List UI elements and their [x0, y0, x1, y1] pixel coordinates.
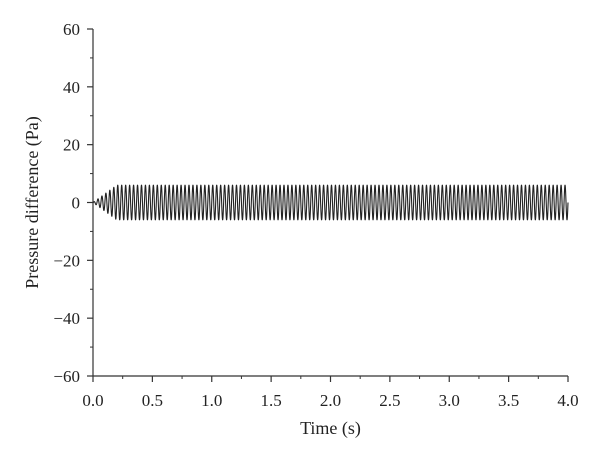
- x-tick-label: 3.5: [498, 391, 519, 410]
- series-group: [92, 184, 569, 221]
- x-tick-label: 2.0: [320, 391, 341, 410]
- tick-labels: 60 40 20 0 −20 −40 −600.0 0.5 1.0 1.5 2.0 2.5 3.0 3.5…: [53, 20, 578, 410]
- y-axis-label: Pressure difference (Pa): [22, 116, 43, 289]
- y-tick-label: −20: [53, 251, 80, 270]
- y-tick-label: 40: [63, 78, 80, 97]
- axes: [87, 28, 569, 382]
- x-tick-label: 1.0: [201, 391, 222, 410]
- x-tick-label: 1.5: [261, 391, 282, 410]
- y-tick-label: 20: [63, 136, 80, 155]
- y-tick-label: −40: [53, 309, 80, 328]
- x-tick-label: 0.0: [82, 391, 103, 410]
- x-tick-label: 3.0: [439, 391, 460, 410]
- y-tick-label: 60: [63, 20, 80, 39]
- x-axis-label: Time (s): [300, 418, 361, 439]
- series-line-0: [92, 184, 569, 221]
- x-tick-label: 0.5: [142, 391, 163, 410]
- y-tick-label: 0: [72, 194, 81, 213]
- x-tick-label: 4.0: [557, 391, 578, 410]
- y-tick-label: −60: [53, 367, 80, 386]
- x-tick-label: 2.5: [379, 391, 400, 410]
